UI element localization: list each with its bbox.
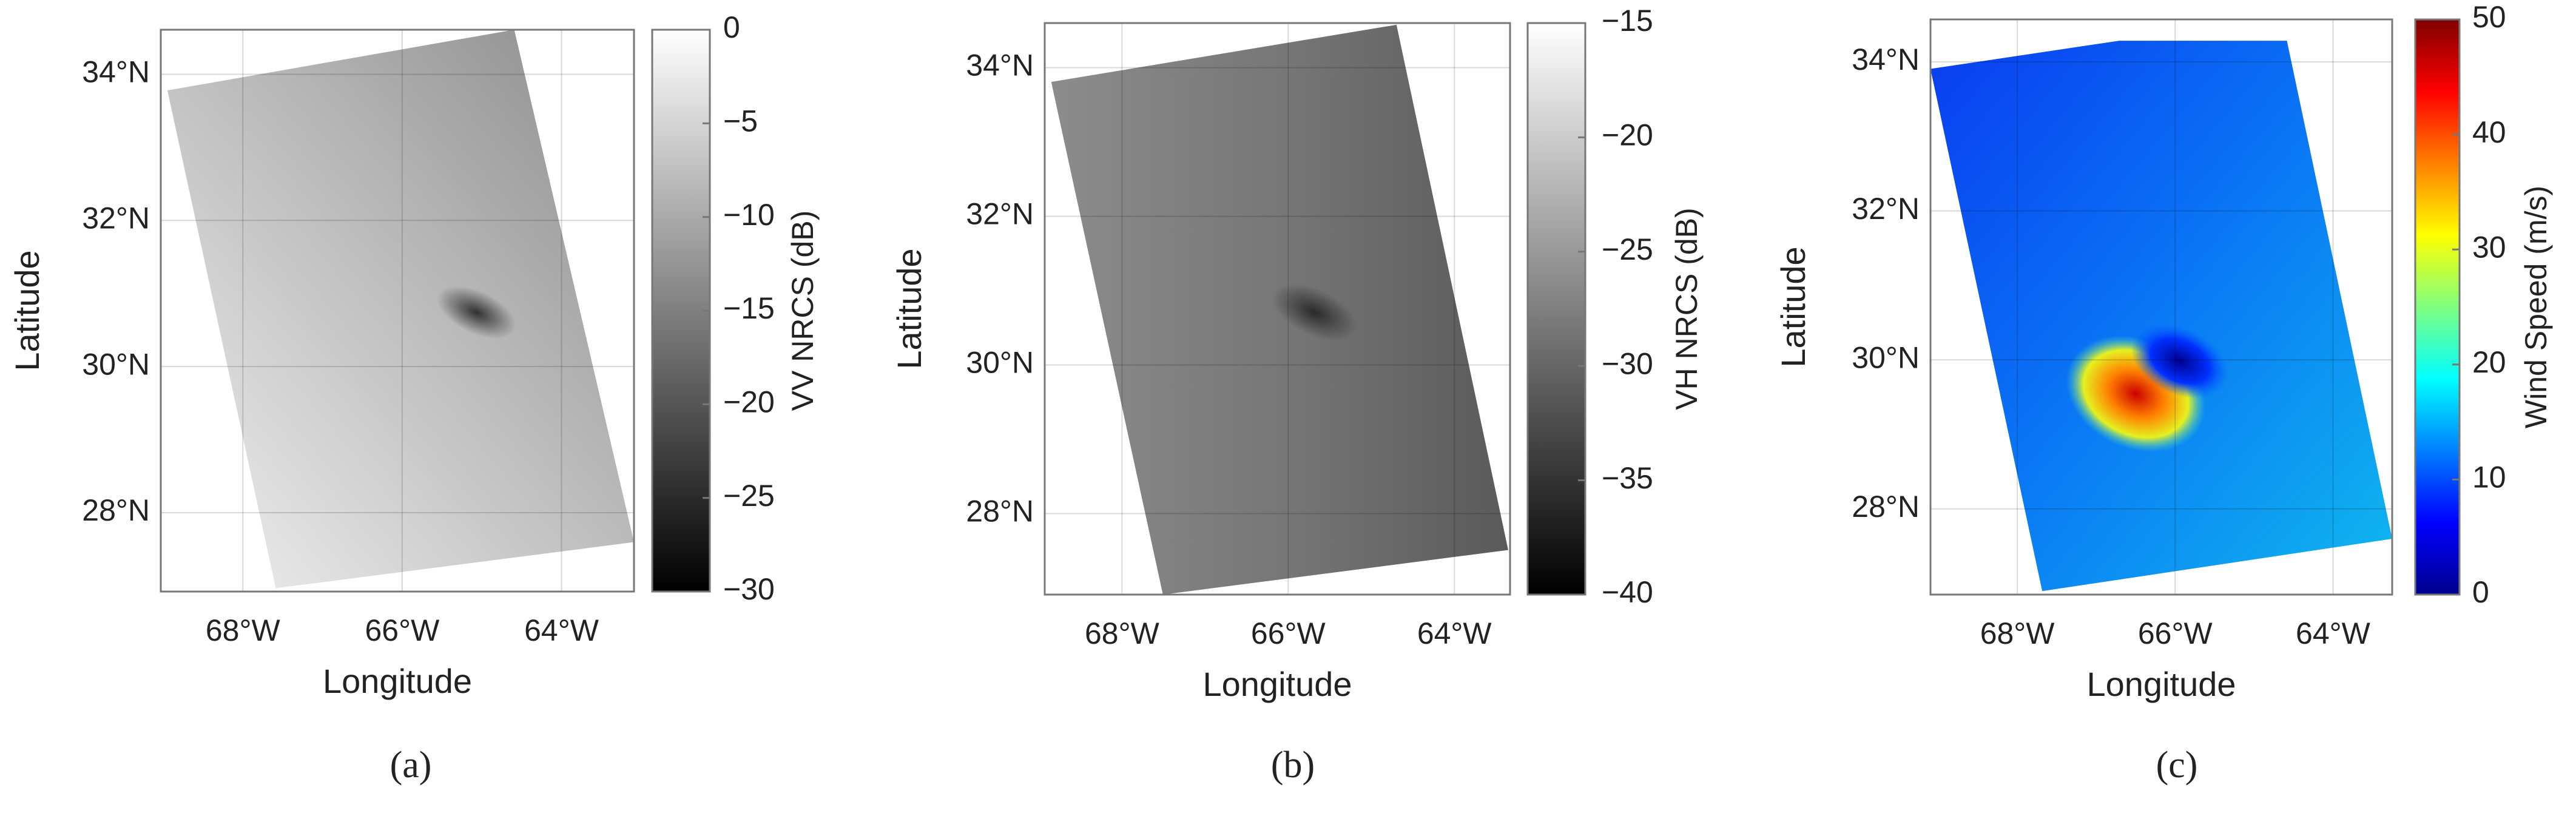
storm-feature bbox=[2131, 323, 2229, 399]
x-tick-label: 68°W bbox=[1085, 616, 1160, 650]
y-axis-label: Latitude bbox=[890, 248, 928, 369]
axes-frame bbox=[1044, 22, 1511, 596]
x-axis-label: Longitude bbox=[323, 662, 472, 700]
axes-frame bbox=[1929, 18, 2393, 596]
x-axis-label: Longitude bbox=[2086, 665, 2236, 703]
colorbar-tick-label: −25 bbox=[723, 479, 775, 513]
panel-label: (a) bbox=[390, 744, 432, 786]
colorbar-tick-label: 30 bbox=[2472, 230, 2506, 264]
x-axis-label: Longitude bbox=[1202, 665, 1352, 703]
y-tick-label: 28°N bbox=[82, 493, 150, 527]
colorbar-tick-label: 40 bbox=[2472, 115, 2506, 149]
colorbar-tick-label: 50 bbox=[2472, 0, 2506, 34]
colorbar-tick-label: −5 bbox=[723, 104, 758, 138]
colorbar-tick-label: −25 bbox=[1602, 232, 1653, 266]
y-tick-label: 28°N bbox=[1852, 490, 1920, 524]
storm-feature bbox=[1272, 283, 1357, 341]
colorbar-tick-label: −30 bbox=[723, 572, 775, 606]
y-tick-label: 32°N bbox=[966, 197, 1034, 231]
x-tick-label: 68°W bbox=[206, 613, 281, 647]
y-axis-label: Latitude bbox=[8, 250, 46, 371]
colorbar-tick-label: −20 bbox=[723, 385, 775, 419]
y-axis-label: Latitude bbox=[1774, 246, 1812, 367]
y-tick-label: 32°N bbox=[1852, 192, 1920, 226]
colorbar-tick-label: −15 bbox=[1602, 4, 1653, 38]
swath-image bbox=[1930, 41, 2392, 592]
colorbar-label: Wind Speed (m/s) bbox=[2519, 186, 2553, 428]
colorbar-tick-label: −20 bbox=[1602, 118, 1653, 152]
y-tick-label: 28°N bbox=[966, 494, 1034, 528]
x-tick-label: 66°W bbox=[365, 613, 440, 647]
y-tick-label: 30°N bbox=[966, 346, 1034, 380]
panel-label: (c) bbox=[2156, 744, 2198, 786]
y-tick-label: 30°N bbox=[82, 347, 150, 381]
colorbar-tick-label: 0 bbox=[723, 10, 740, 44]
panel-label: (b) bbox=[1271, 744, 1315, 786]
colorbar-tick-label: −30 bbox=[1602, 346, 1653, 380]
swath-image bbox=[167, 30, 634, 589]
colorbar-tick-label: −40 bbox=[1602, 575, 1653, 609]
x-tick-label: 66°W bbox=[1251, 616, 1326, 650]
y-tick-label: 30°N bbox=[1852, 340, 1920, 374]
colorbar-tick-label: −35 bbox=[1602, 461, 1653, 495]
x-tick-label: 64°W bbox=[2296, 616, 2371, 650]
colorbar bbox=[1526, 22, 1586, 596]
colorbar-tick-label: 10 bbox=[2472, 460, 2506, 494]
y-tick-label: 34°N bbox=[1852, 42, 1920, 76]
colorbar bbox=[2414, 18, 2461, 596]
colorbar-tick-label: 20 bbox=[2472, 345, 2506, 379]
colorbar-tick-label: 0 bbox=[2472, 575, 2489, 609]
storm-feature bbox=[437, 286, 516, 339]
colorbar-tick-label: −15 bbox=[723, 291, 775, 325]
colorbar bbox=[651, 29, 711, 593]
y-tick-label: 34°N bbox=[82, 55, 150, 89]
axes-frame bbox=[160, 29, 635, 593]
y-tick-label: 32°N bbox=[82, 201, 150, 235]
x-tick-label: 64°W bbox=[524, 613, 599, 647]
colorbar-tick-label: −10 bbox=[723, 198, 775, 232]
y-tick-label: 34°N bbox=[966, 49, 1034, 83]
x-tick-label: 66°W bbox=[2138, 616, 2213, 650]
colorbar-label: VV NRCS (dB) bbox=[786, 211, 820, 411]
x-tick-label: 68°W bbox=[1980, 616, 2055, 650]
colorbar-label: VH NRCS (dB) bbox=[1670, 207, 1704, 410]
x-tick-label: 64°W bbox=[1417, 616, 1492, 650]
